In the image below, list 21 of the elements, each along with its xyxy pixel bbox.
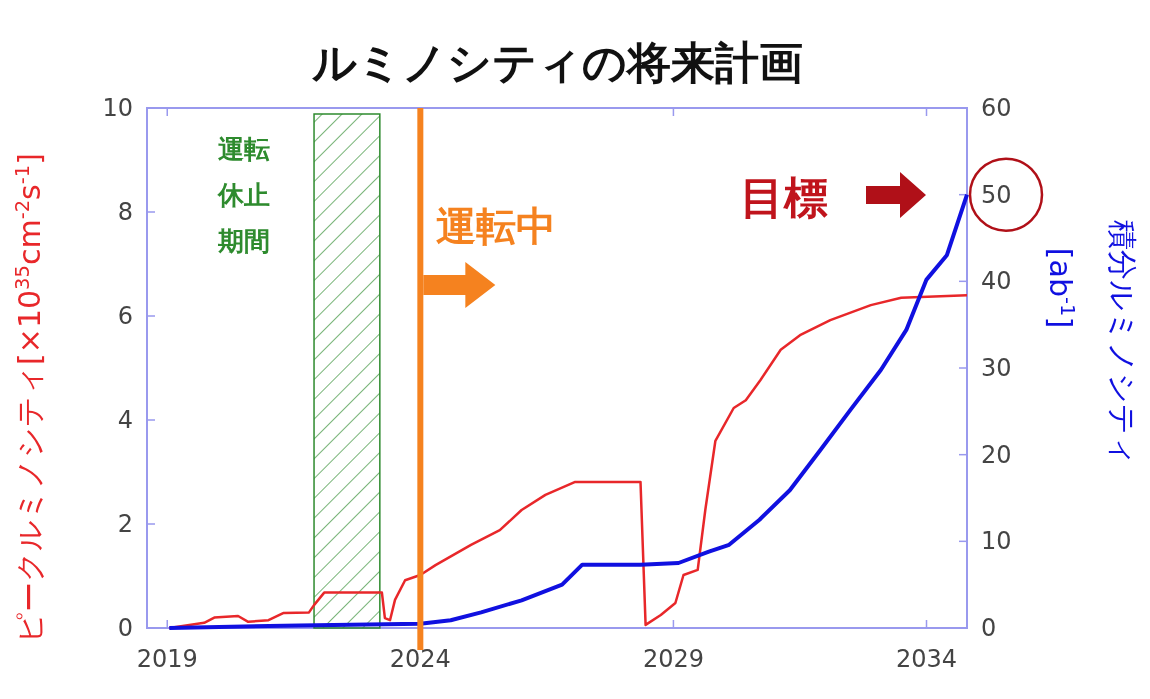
y-tick-label: 8 — [117, 198, 133, 226]
y2-tick-label: 60 — [981, 94, 1012, 122]
ref-line-label: 運転中 — [436, 203, 557, 249]
y2-tick-label: 50 — [981, 180, 1012, 209]
band-label: 運転休止期間 — [217, 134, 271, 256]
x-tick-label: 2029 — [642, 645, 704, 673]
y2-tick-label: 0 — [981, 614, 997, 642]
y2-tick-label: 30 — [981, 354, 1012, 382]
y-tick-label: 0 — [117, 614, 133, 642]
y2-tick-label: 10 — [981, 527, 1012, 556]
x-tick-label: 2024 — [389, 645, 451, 673]
y-tick-label: 2 — [117, 510, 133, 538]
y-tick-label: 10 — [102, 94, 133, 122]
y-tick-label: 6 — [117, 302, 133, 330]
y2-tick-label: 20 — [981, 440, 1012, 469]
y2-tick-label: 40 — [981, 267, 1012, 296]
annotation: 目標 — [740, 172, 828, 223]
x-tick-label: 2019 — [136, 645, 198, 673]
y-tick-label: 4 — [117, 406, 133, 434]
chart-title: ルミノシティの将来計画 — [311, 37, 803, 88]
x-tick-label: 2034 — [895, 645, 958, 673]
